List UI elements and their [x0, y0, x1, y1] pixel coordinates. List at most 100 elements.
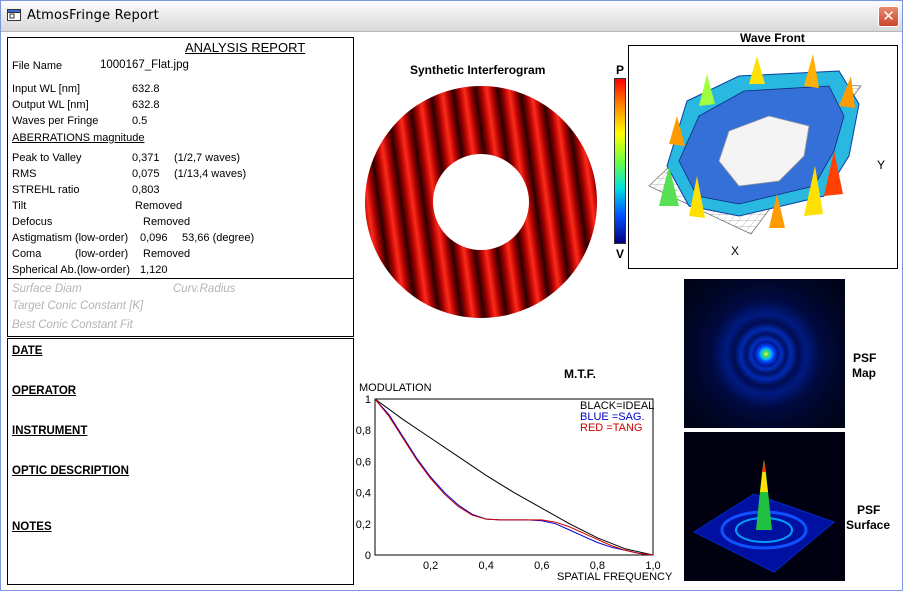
mtf-ylabel: MODULATION	[359, 382, 432, 394]
wavefront-title: Wave Front	[740, 31, 805, 45]
mtf-x-tick-label: 0,4	[479, 560, 494, 572]
wavefront-spike	[689, 176, 705, 218]
psf-surface-peak-tip	[762, 462, 766, 472]
wavefront-spike	[659, 166, 679, 206]
mtf-title: M.T.F.	[564, 367, 596, 381]
strehl-label: STREHL ratio	[12, 184, 80, 196]
wavefront-spike	[699, 74, 715, 106]
mtf-y-tick-label: 1	[365, 394, 371, 406]
aberrations-heading: ABERRATIONS magnitude	[12, 132, 145, 144]
rms-waves: (1/13,4 waves)	[174, 168, 247, 180]
wavefront-axis-x: X	[731, 244, 740, 258]
psf-surface-base	[692, 493, 835, 573]
mtf-legend-entry: BLACK=IDEAL	[580, 400, 654, 412]
defocus-value: Removed	[143, 216, 191, 228]
mtf-series-line	[374, 398, 654, 556]
psf-surface-label-1: PSF	[857, 503, 881, 517]
rms-label: RMS	[12, 168, 37, 180]
analysis-report-panel: ANALYSIS REPORT File Name 1000167_Flat.j…	[7, 37, 354, 337]
wavefront-color-scale	[614, 78, 626, 244]
output-wl-value: 632.8	[132, 99, 160, 111]
optic-description-heading: OPTIC DESCRIPTION	[12, 465, 129, 477]
close-button[interactable]: ✕	[878, 6, 899, 27]
mtf-xlabel: SPATIAL FREQUENCY	[557, 571, 673, 583]
mtf-series-line	[374, 398, 654, 556]
rms-value: 0,075	[132, 168, 160, 180]
wavefront-spike	[669, 116, 685, 146]
astigmatism-value: 0,096	[140, 232, 168, 244]
mtf-x-tick-label: 0,6	[534, 560, 549, 572]
ptv-label: Peak to Valley	[12, 152, 82, 164]
mtf-y-tick-label: 0,2	[356, 519, 371, 531]
date-heading: DATE	[12, 345, 43, 357]
wavefront-scale-top: P	[616, 63, 625, 77]
title-bar[interactable]: AtmosFringe Report ✕	[1, 1, 902, 32]
report-title: ANALYSIS REPORT	[185, 40, 306, 55]
best-conic-label: Best Conic Constant Fit	[12, 319, 133, 331]
output-wl-label: Output WL [nm]	[12, 99, 89, 111]
psf-map-label-2: Map	[852, 366, 876, 380]
psf-surface-peak	[756, 460, 772, 530]
coma-value: Removed	[143, 248, 191, 260]
operator-heading: OPERATOR	[12, 385, 77, 397]
surface-diam-label: Surface Diam	[12, 283, 82, 295]
tilt-value: Removed	[135, 200, 183, 212]
mtf-chart: 0 0,2 0,4 0,6 0,8 1 0,2 0,4 0,6 0,8 1,0 BLACK=IDEAL…	[356, 394, 661, 572]
mtf-x-tick-label: 0,8	[590, 560, 605, 572]
mtf-y-tick-label: 0,4	[356, 488, 371, 500]
mtf-y-tick-label: 0,8	[356, 425, 371, 437]
wavefront-scale-bottom: V	[616, 247, 625, 261]
input-wl-value: 632.8	[132, 83, 160, 95]
interferogram-image	[365, 86, 597, 318]
wavefront-spike	[749, 56, 765, 84]
psf-surface-image	[684, 432, 845, 581]
target-conic-label: Target Conic Constant [K]	[12, 300, 144, 312]
psf-map-label-1: PSF	[853, 351, 877, 365]
app-icon	[7, 9, 21, 21]
wavefront-axis-y: Y	[877, 158, 886, 172]
wavefront-spike	[824, 151, 843, 196]
curv-radius-label: Curv.Radius	[173, 283, 236, 295]
coma-order: (low-order)	[75, 248, 129, 260]
mtf-x-tick-label: 1,0	[645, 560, 660, 572]
astigmatism-degree: 53,66 (degree)	[182, 232, 255, 244]
mtf-y-tick-label: 0,6	[356, 456, 371, 468]
mtf-legend-entry: RED =TANG	[580, 422, 642, 434]
wavefront-surface	[648, 54, 862, 235]
psf-map-image	[684, 279, 845, 428]
file-name-label: File Name	[12, 60, 63, 72]
astigmatism-label: Astigmatism (low-order)	[12, 232, 129, 244]
wavefront-spike	[769, 194, 785, 228]
spherical-value: 1,120	[140, 264, 168, 276]
coma-label: Coma	[12, 248, 42, 260]
mtf-y-tick-label: 0	[365, 550, 371, 562]
ptv-waves: (1/2,7 waves)	[174, 152, 241, 164]
wavefront-spike	[839, 76, 855, 108]
psf-surface-peak-top	[760, 460, 768, 492]
waves-label: Waves per Fringe	[12, 115, 99, 127]
file-name-value: 1000167_Flat.jpg	[100, 59, 189, 71]
ptv-value: 0,371	[132, 152, 160, 164]
info-panel: DATE OPERATOR INSTRUMENT OPTIC DESCRIPTI…	[7, 338, 354, 585]
mtf-x-tick-label: 0,2	[423, 560, 438, 572]
interferogram-hole	[433, 154, 529, 250]
instrument-heading: INSTRUMENT	[12, 425, 88, 437]
input-wl-label: Input WL [nm]	[12, 83, 81, 95]
defocus-label: Defocus	[12, 216, 53, 228]
report-divider	[8, 278, 353, 279]
wavefront-center	[718, 115, 810, 187]
strehl-value: 0,803	[132, 184, 160, 196]
mtf-legend-entry: BLUE =SAG.	[580, 411, 645, 423]
notes-heading: NOTES	[12, 521, 52, 533]
tilt-label: Tilt	[12, 200, 27, 212]
mtf-plot-frame	[374, 398, 654, 556]
waves-value: 0.5	[132, 115, 148, 127]
wavefront-panel: Y X	[628, 45, 898, 269]
spherical-label: Spherical Ab.(low-order)	[12, 264, 130, 276]
wavefront-spike	[804, 54, 819, 88]
wavefront-spike	[804, 166, 823, 216]
interferogram-title: Synthetic Interferogram	[410, 63, 546, 77]
psf-surface-label-2: Surface	[846, 518, 891, 532]
window-title: AtmosFringe Report	[27, 8, 159, 23]
